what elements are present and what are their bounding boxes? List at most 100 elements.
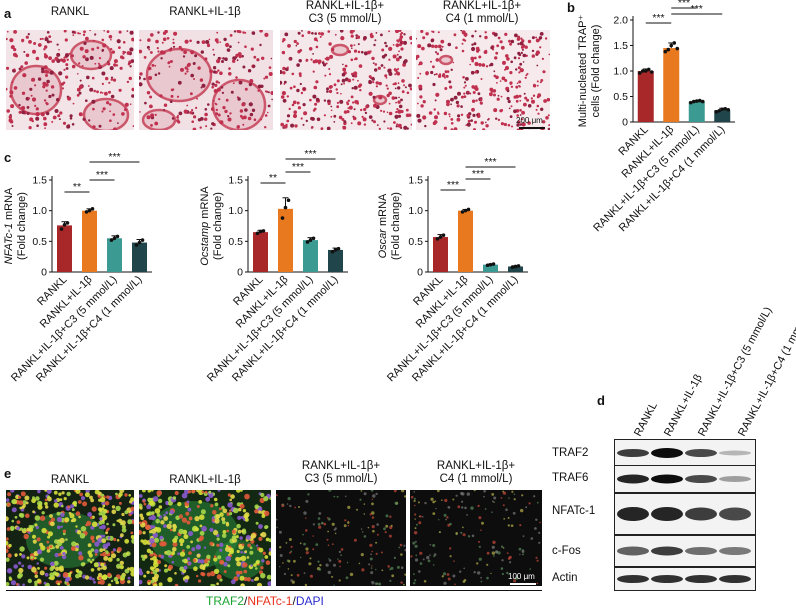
cell-dot bbox=[129, 65, 132, 68]
cell-dot bbox=[289, 86, 293, 90]
cell-dot bbox=[41, 70, 45, 74]
blot-band bbox=[617, 449, 649, 457]
blot-band bbox=[617, 474, 649, 484]
cell-dot bbox=[11, 81, 14, 84]
cell-dot bbox=[444, 87, 448, 90]
nucleus-dot bbox=[142, 499, 146, 503]
cell-dot bbox=[515, 68, 518, 71]
nucleus-dot bbox=[336, 495, 339, 498]
nucleus-dot bbox=[256, 544, 259, 547]
cell-dot bbox=[299, 49, 303, 52]
nucleus-dot bbox=[50, 521, 55, 527]
cell-dot bbox=[6, 87, 8, 91]
nucleus-dot bbox=[117, 518, 123, 523]
nucleus-dot bbox=[130, 497, 134, 502]
cell-dot bbox=[373, 103, 377, 108]
cell-dot bbox=[450, 68, 453, 71]
data-point bbox=[90, 207, 95, 211]
cell-dot bbox=[182, 55, 186, 58]
nucleus-dot bbox=[102, 543, 109, 550]
cell-dot bbox=[506, 96, 510, 101]
data-point bbox=[688, 100, 693, 105]
nucleus-dot bbox=[94, 490, 100, 495]
nucleus-dot bbox=[229, 498, 232, 502]
nucleus-dot bbox=[102, 574, 108, 580]
cell-dot bbox=[297, 106, 301, 110]
nucleus-dot bbox=[49, 514, 53, 518]
cell-dot bbox=[341, 78, 346, 83]
cell-dot bbox=[514, 33, 518, 38]
data-point bbox=[109, 238, 114, 242]
cell-dot bbox=[410, 123, 412, 126]
cell-dot bbox=[496, 97, 500, 101]
nucleus-dot bbox=[250, 564, 253, 567]
nucleus-dot bbox=[131, 538, 134, 544]
cell-dot bbox=[101, 71, 106, 76]
cell-dot bbox=[471, 107, 475, 112]
cell-dot bbox=[292, 113, 298, 119]
nucleus-dot bbox=[143, 574, 147, 578]
nucleus-dot bbox=[147, 582, 151, 585]
cell-dot bbox=[298, 72, 302, 76]
panel-a-title-1: RANKL bbox=[6, 6, 134, 19]
cell-dot bbox=[225, 98, 229, 102]
cell-dot bbox=[280, 95, 285, 99]
cell-dot bbox=[510, 60, 513, 64]
cell-dot bbox=[434, 99, 437, 102]
cell-dot bbox=[461, 49, 465, 53]
cell-dot bbox=[397, 123, 402, 128]
legend-dapi: DAPI bbox=[295, 594, 324, 608]
nucleus-dot bbox=[32, 496, 35, 500]
nucleus-dot bbox=[154, 537, 159, 543]
cell-dot bbox=[539, 32, 544, 36]
cell-dot bbox=[199, 78, 204, 82]
cell-dot bbox=[56, 43, 59, 46]
cell-dot bbox=[455, 46, 458, 49]
data-point bbox=[59, 227, 64, 231]
cell-dot bbox=[472, 113, 476, 117]
nucleus-dot bbox=[31, 567, 37, 573]
blot-band bbox=[617, 507, 649, 521]
nucleus-dot bbox=[140, 516, 145, 521]
nucleus-dot bbox=[325, 563, 329, 567]
cell-dot bbox=[200, 50, 204, 54]
cell-dot bbox=[493, 70, 496, 73]
nucleus-dot bbox=[424, 501, 427, 505]
cell-dot bbox=[62, 81, 66, 85]
cell-dot bbox=[517, 120, 521, 124]
cell-dot bbox=[30, 94, 33, 97]
cell-dot bbox=[513, 109, 517, 114]
cell-dot bbox=[506, 89, 510, 93]
cell-dot bbox=[79, 32, 81, 35]
cell-dot bbox=[323, 99, 327, 102]
nucleus-dot bbox=[247, 543, 251, 548]
cell-dot bbox=[106, 101, 110, 105]
cell-dot bbox=[21, 38, 25, 42]
nucleus-dot bbox=[157, 498, 163, 504]
nucleus-dot bbox=[34, 574, 39, 579]
nucleus-dot bbox=[116, 539, 120, 542]
cell-dot bbox=[388, 58, 391, 61]
cell-dot bbox=[259, 30, 263, 33]
nucleus-dot bbox=[235, 535, 239, 539]
cell-dot bbox=[398, 38, 403, 42]
nucleus-dot bbox=[372, 529, 375, 533]
cell-dot bbox=[190, 50, 195, 55]
cell-dot bbox=[118, 30, 122, 34]
cell-dot bbox=[45, 111, 50, 116]
nucleus-dot bbox=[388, 534, 392, 538]
blot-cfos bbox=[614, 535, 756, 567]
cell-dot bbox=[238, 80, 243, 85]
nucleus-dot bbox=[473, 490, 476, 492]
cell-dot bbox=[190, 112, 193, 114]
nucleus-dot bbox=[94, 553, 98, 556]
micrograph bbox=[280, 30, 412, 130]
nucleus-dot bbox=[61, 491, 65, 495]
cell-dot bbox=[6, 37, 8, 41]
cell-dot bbox=[54, 109, 59, 113]
nucleus-dot bbox=[401, 490, 405, 493]
bar bbox=[458, 210, 473, 272]
nucleus-dot bbox=[363, 535, 367, 538]
nucleus-dot bbox=[127, 576, 131, 580]
cell-dot bbox=[430, 70, 434, 75]
